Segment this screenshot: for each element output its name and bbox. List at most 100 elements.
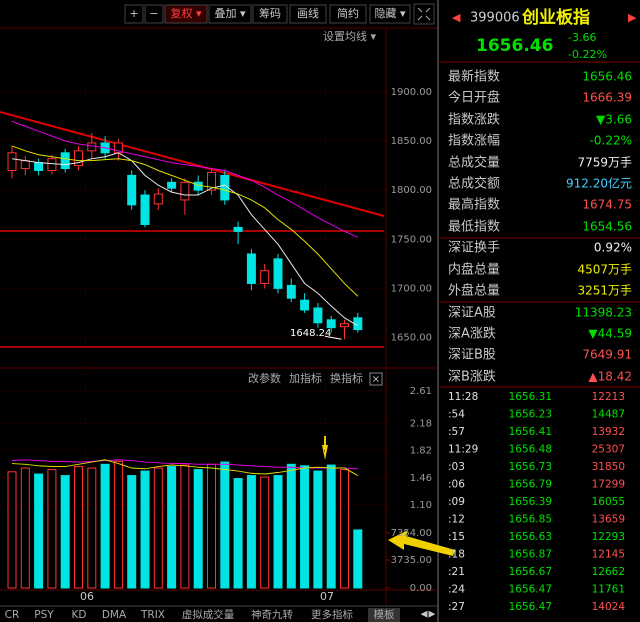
x-tick-label: 07 — [320, 590, 334, 603]
toolbar-button[interactable] — [164, 4, 208, 24]
tick-time: :03 — [448, 461, 465, 473]
row-value: ▼3.66 — [596, 113, 632, 127]
tick-volume: 12145 — [592, 549, 625, 561]
close-button[interactable] — [369, 372, 383, 386]
scroll-right[interactable]: ▶ — [429, 610, 436, 620]
toolbar-label[interactable]: 画线 — [297, 6, 319, 20]
row-label: 今日开盘 — [448, 90, 500, 106]
toolbar-button[interactable] — [124, 4, 144, 24]
toolbar-button[interactable] — [252, 4, 288, 24]
toolbar-label[interactable]: − — [149, 7, 158, 20]
quote-change: -3.66 — [568, 31, 596, 44]
row-value: 3251万手 — [577, 284, 632, 298]
volume-bar — [340, 469, 349, 589]
low-pointer — [324, 335, 342, 340]
y-tick-label: 1650.00 — [391, 332, 432, 343]
toolbar-label[interactable]: 简约 — [337, 6, 359, 20]
toolbar-label[interactable]: 叠加 ▾ — [214, 7, 245, 20]
y2-tick-label: 1.10 — [410, 500, 432, 511]
tab-label[interactable]: PSY — [34, 609, 54, 621]
tick-volume: 12293 — [592, 531, 625, 543]
volume-bar — [100, 463, 110, 589]
volume-bar — [167, 466, 177, 589]
candle-body — [34, 162, 44, 171]
tab-label[interactable]: 虚拟成交量 — [182, 608, 235, 621]
indicator-menu[interactable]: 改参数 — [248, 371, 281, 385]
toolbar-label[interactable]: + — [129, 7, 138, 20]
tab-label[interactable]: 更多指标 — [311, 608, 353, 621]
tick-volume: 13659 — [592, 514, 625, 526]
toolbar-button[interactable] — [329, 4, 367, 24]
arrow-mark — [388, 530, 455, 556]
toolbar-button[interactable] — [369, 4, 411, 24]
candle-body — [87, 142, 97, 152]
tab[interactable] — [368, 608, 400, 622]
toolbar-button[interactable] — [208, 4, 252, 24]
candle-body — [260, 270, 270, 284]
row-label: 外盘总量 — [448, 283, 500, 299]
toolbar-label[interactable]: 筹码 — [259, 6, 281, 20]
volume-bar — [127, 475, 137, 589]
tick-time: :09 — [448, 496, 465, 508]
candle-body — [7, 152, 17, 171]
tab-label[interactable]: CR — [5, 609, 20, 621]
row-label: 深B涨跌 — [448, 369, 496, 385]
volume-bar — [60, 475, 70, 589]
candle-body — [340, 323, 349, 328]
candle-body — [273, 258, 283, 289]
row-value: 912.20亿元 — [566, 176, 632, 191]
row-value: ▼44.59 — [588, 327, 632, 341]
expand-button[interactable] — [413, 3, 435, 25]
tick-price: 1656.47 — [509, 584, 552, 596]
ma-setting[interactable]: 设置均线 ▾ — [323, 29, 376, 43]
y-tick-label: 1900.00 — [391, 87, 432, 98]
row-label: 总成交额 — [448, 176, 500, 192]
tab-label[interactable]: 神奇九转 — [251, 608, 293, 621]
tab-label[interactable]: 模板 — [374, 608, 395, 621]
tick-time: :21 — [448, 566, 465, 578]
toolbar-button[interactable] — [144, 4, 164, 24]
tick-time: :12 — [448, 514, 465, 526]
tick-price: 1656.87 — [509, 549, 552, 561]
candle-body — [140, 194, 150, 226]
tick-volume: 17299 — [592, 479, 625, 491]
toolbar-label[interactable]: 隐藏 ▾ — [374, 7, 405, 20]
candle-body — [193, 181, 203, 191]
y2-tick-label: 2.61 — [410, 386, 432, 397]
candle-body — [326, 319, 336, 329]
volume-bar — [7, 471, 17, 589]
tab-label[interactable]: DMA — [102, 609, 127, 621]
toolbar-button[interactable] — [289, 4, 327, 24]
row-value: 1666.39 — [582, 91, 632, 105]
row-value: 1654.56 — [582, 220, 632, 234]
indicator-menu[interactable]: 加指标 — [289, 371, 322, 385]
candle-body — [233, 226, 243, 232]
row-value: 7759万手 — [577, 156, 632, 170]
arrow-mark — [322, 445, 328, 460]
tick-price: 1656.73 — [509, 461, 552, 473]
toolbar-label[interactable]: 复权 ▾ — [170, 6, 201, 20]
row-label: 指数涨跌 — [448, 112, 500, 128]
tab-label[interactable]: TRIX — [140, 609, 165, 621]
quote-price: 1656.46 — [476, 36, 553, 56]
row-value: 11398.23 — [575, 306, 632, 320]
arrow-right[interactable]: ▶ — [628, 11, 637, 24]
scroll-left[interactable]: ◀ — [421, 610, 428, 620]
tick-volume: 25307 — [592, 444, 625, 456]
indicator-menu[interactable]: 换指标 — [330, 371, 363, 385]
tick-price: 1656.63 — [509, 531, 552, 543]
row-label: 深证B股 — [448, 348, 496, 363]
arrow-left[interactable]: ◀ — [452, 11, 461, 24]
row-label: 深证换手 — [448, 241, 500, 256]
row-value: 1674.75 — [582, 198, 632, 212]
tick-volume: 31850 — [592, 461, 625, 473]
tick-volume: 12213 — [592, 391, 625, 403]
volume-ma-line — [11, 459, 358, 470]
row-label: 最高指数 — [448, 197, 500, 213]
close-icon[interactable]: × — [372, 374, 380, 385]
volume-bar — [47, 469, 57, 589]
volume-bar — [113, 460, 123, 589]
row-label: 总成交量 — [448, 155, 500, 171]
tab-label[interactable]: KD — [72, 609, 87, 621]
x-tick-label: 06 — [80, 590, 94, 603]
